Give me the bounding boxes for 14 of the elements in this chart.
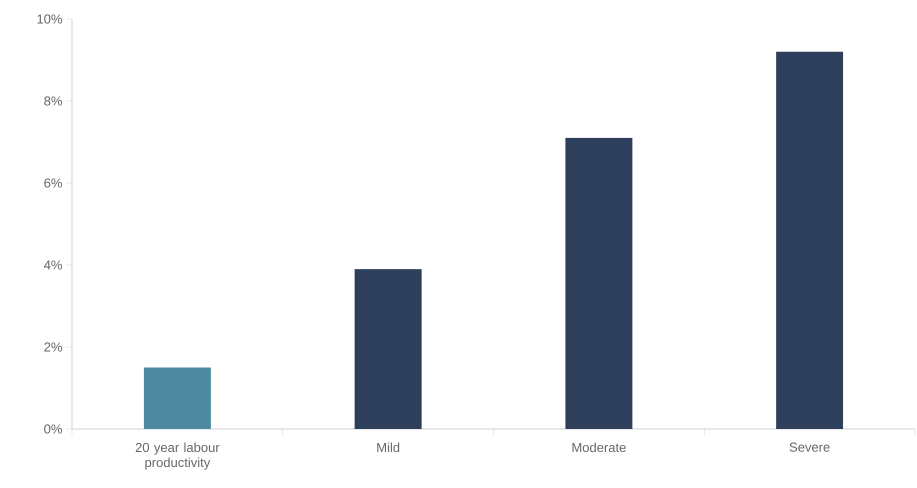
y-tick-label: 10% — [37, 14, 62, 24]
bar — [354, 269, 422, 429]
bar — [565, 138, 632, 429]
x-tick-label: Severe — [790, 442, 830, 452]
x-tick-label: Moderate — [572, 442, 626, 452]
y-tick-label: 4% — [44, 260, 62, 270]
bar — [144, 368, 211, 429]
x-tick-label: Mild — [377, 442, 400, 452]
y-tick-label: 2% — [44, 342, 62, 352]
x-tick-label: 20 year labour productivity — [136, 442, 220, 470]
bar — [776, 52, 844, 429]
y-tick-label: 8% — [44, 96, 62, 106]
y-tick-label: 0% — [44, 424, 62, 434]
y-tick-label: 6% — [44, 178, 62, 188]
